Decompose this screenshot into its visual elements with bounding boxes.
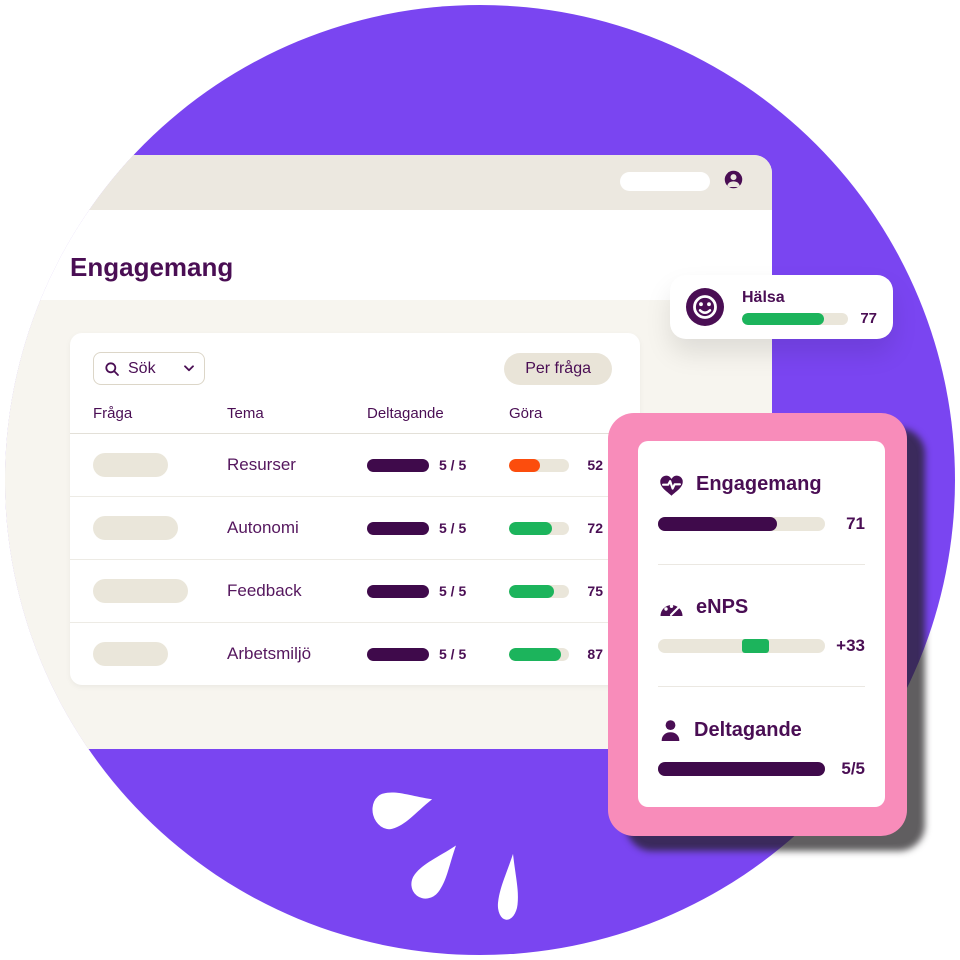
- question-placeholder: [93, 453, 168, 477]
- enps-bar-segment: [741, 639, 770, 653]
- account-circle-icon[interactable]: [723, 169, 744, 190]
- engagemang-bar-fill: [658, 517, 777, 531]
- metric-label: eNPS: [696, 596, 749, 618]
- tema-label: Arbetsmiljö: [227, 644, 312, 663]
- deltagande-bar-track: [658, 762, 825, 776]
- gora-bar-fill: [509, 521, 553, 535]
- col-header-deltagande: Deltagande: [367, 405, 444, 422]
- table-header: Fråga Tema Deltagande Göra: [70, 405, 640, 422]
- halsa-label: Hälsa: [742, 289, 785, 306]
- halsa-bar-track: [742, 313, 848, 325]
- gora-bar-fill: [509, 584, 554, 598]
- metric-engagemang: Engagemang 71: [658, 441, 865, 564]
- question-placeholder: [93, 579, 188, 603]
- gora-bar-track: [509, 647, 569, 661]
- gora-value: 72: [587, 520, 603, 536]
- heading-band: Engagemang: [5, 210, 772, 300]
- metric-deltagande: Deltagande 5/5: [658, 686, 865, 809]
- topbar-search-pill[interactable]: [620, 172, 710, 191]
- deltagande-bar: [367, 458, 429, 472]
- smiley-face-icon: [686, 288, 724, 326]
- gora-value: 75: [587, 583, 603, 599]
- tema-label: Autonomi: [227, 518, 299, 537]
- table-row[interactable]: Arbetsmiljö 5 / 5 87: [70, 622, 640, 685]
- table-row[interactable]: Feedback 5 / 5 75: [70, 559, 640, 622]
- engagemang-bar-track: [658, 517, 825, 531]
- table-body: Resurser 5 / 5 52: [70, 433, 640, 685]
- chevron-down-icon: [184, 365, 194, 372]
- search-input[interactable]: Sök: [93, 352, 205, 385]
- metric-enps: eNPS +33: [658, 564, 865, 686]
- search-icon: [105, 361, 119, 376]
- col-header-fraga: Fråga: [93, 405, 133, 422]
- summary-card-inner: Engagemang 71 eNPS: [638, 441, 885, 807]
- summary-card: Engagemang 71 eNPS: [608, 413, 907, 836]
- deltagande-value: 5 / 5: [439, 457, 467, 473]
- page-title: Engagemang: [70, 252, 234, 282]
- tema-label: Resurser: [227, 455, 296, 474]
- metric-label: Engagemang: [696, 473, 822, 495]
- gora-bar-track: [509, 521, 569, 535]
- table-row[interactable]: Resurser 5 / 5 52: [70, 433, 640, 496]
- gora-bar-track: [509, 458, 569, 472]
- gora-value: 52: [587, 457, 603, 473]
- questions-panel: Sök Per fråga Fråga Tema Deltagande Göra: [70, 333, 640, 685]
- halsa-score-card[interactable]: Hälsa 77: [670, 275, 893, 339]
- gauge-icon: [660, 604, 683, 616]
- deltagande-value: 5 / 5: [439, 520, 467, 536]
- halsa-value: 77: [860, 310, 877, 327]
- gora-bar-fill: [509, 458, 541, 472]
- search-label: Sök: [128, 359, 156, 377]
- window-topbar: [5, 155, 772, 210]
- deltagande-bar: [367, 584, 429, 598]
- metric-value: 5/5: [841, 759, 865, 778]
- gora-bar-track: [509, 584, 569, 598]
- question-placeholder: [93, 642, 168, 666]
- table-row[interactable]: Autonomi 5 / 5 72: [70, 496, 640, 559]
- metric-value: 71: [846, 514, 865, 533]
- splash-drops: [372, 792, 518, 920]
- gora-bar-fill: [509, 647, 562, 661]
- heart-pulse-icon: [660, 475, 683, 496]
- deltagande-bar: [367, 647, 429, 661]
- metric-label: Deltagande: [694, 718, 802, 741]
- halsa-bar-fill: [742, 313, 824, 325]
- question-placeholder: [93, 516, 178, 540]
- deltagande-value: 5 / 5: [439, 646, 467, 662]
- tema-label: Feedback: [227, 581, 302, 600]
- deltagande-value: 5 / 5: [439, 583, 467, 599]
- col-header-tema: Tema: [227, 405, 264, 422]
- person-icon: [661, 720, 680, 741]
- deltagande-bar-fill: [658, 762, 825, 776]
- per-fraga-button[interactable]: Per fråga: [504, 353, 612, 385]
- col-header-gora: Göra: [509, 405, 543, 422]
- metric-value: +33: [836, 636, 865, 655]
- deltagande-bar: [367, 521, 429, 535]
- gora-value: 87: [587, 646, 603, 662]
- enps-bar-track: [658, 639, 825, 653]
